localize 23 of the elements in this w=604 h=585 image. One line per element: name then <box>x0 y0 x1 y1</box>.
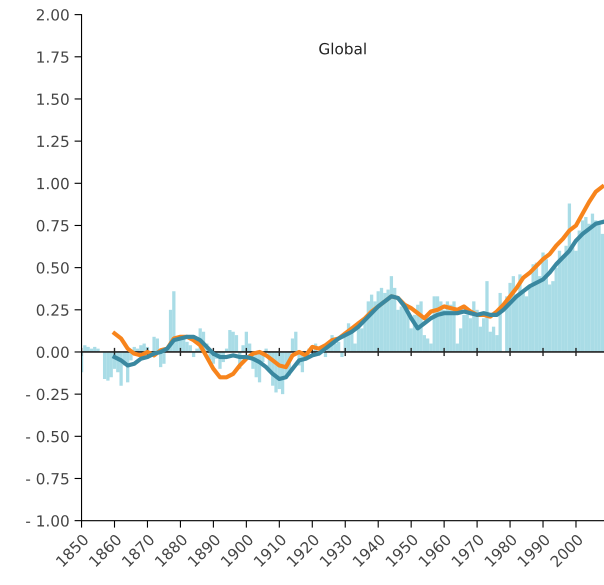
y-tick-label: - 0.75 <box>26 472 68 485</box>
line-series <box>112 220 604 382</box>
text: Global <box>319 42 366 54</box>
bar <box>426 338 430 352</box>
y-tick-label: 1.25 <box>37 136 68 148</box>
bar <box>337 342 340 352</box>
y-tick-label: 0.75 <box>36 220 68 232</box>
y-tick-label: 2.00 <box>36 9 69 21</box>
bar <box>568 204 572 352</box>
y-tick-label: - 0.25 <box>26 388 68 400</box>
y-tick-label: 1.75 <box>37 51 68 63</box>
y-tick-label: 1.50 <box>37 93 69 105</box>
bar <box>244 332 248 352</box>
y-tick-label: 0.25 <box>36 304 68 316</box>
y-tick-label: - 0.50 <box>26 430 69 442</box>
bar <box>294 332 298 352</box>
bar <box>228 330 232 352</box>
y-tick-label: - 1.00 <box>26 515 69 527</box>
y-tick-label: 0.50 <box>36 262 69 274</box>
y-tick-label: 1.00 <box>37 178 69 190</box>
bar <box>102 352 106 379</box>
y-tick-label: 0.00 <box>36 346 69 358</box>
bar <box>110 352 113 378</box>
